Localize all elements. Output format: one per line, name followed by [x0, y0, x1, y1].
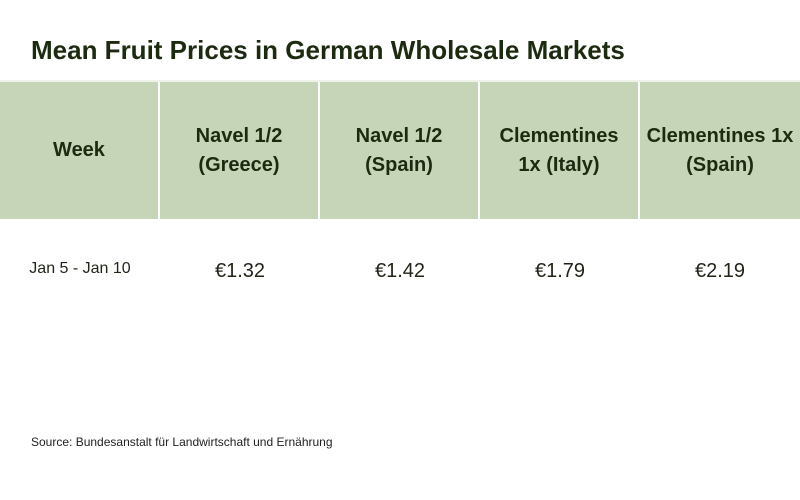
cell-navel-spain-price: €1.42: [374, 259, 426, 282]
table-row: Jan 5 - Jan 10 €1.32 €1.42 €1.79 €2.19: [0, 219, 800, 323]
cell-clementines-spain-price: €2.19: [694, 259, 746, 282]
column-header-navel-greece: Navel 1/2 (Greece): [160, 82, 320, 219]
table-header-row: Week Navel 1/2 (Greece) Navel 1/2 (Spain…: [0, 80, 800, 219]
chart-title: Mean Fruit Prices in German Wholesale Ma…: [31, 35, 625, 65]
column-header-week: Week: [0, 82, 160, 219]
cell-week: Jan 5 - Jan 10: [29, 260, 131, 277]
cell-clementines-italy-price: €1.79: [534, 259, 586, 282]
source-note: Source: Bundesanstalt für Landwirtschaft…: [31, 435, 333, 449]
price-table: Week Navel 1/2 (Greece) Navel 1/2 (Spain…: [0, 80, 800, 323]
column-header-clementines-spain: Clementines 1x (Spain): [640, 82, 800, 219]
column-header-clementines-italy: Clementines 1x (Italy): [480, 82, 640, 219]
column-header-navel-spain: Navel 1/2 (Spain): [320, 82, 480, 219]
cell-navel-greece-price: €1.32: [214, 259, 266, 282]
